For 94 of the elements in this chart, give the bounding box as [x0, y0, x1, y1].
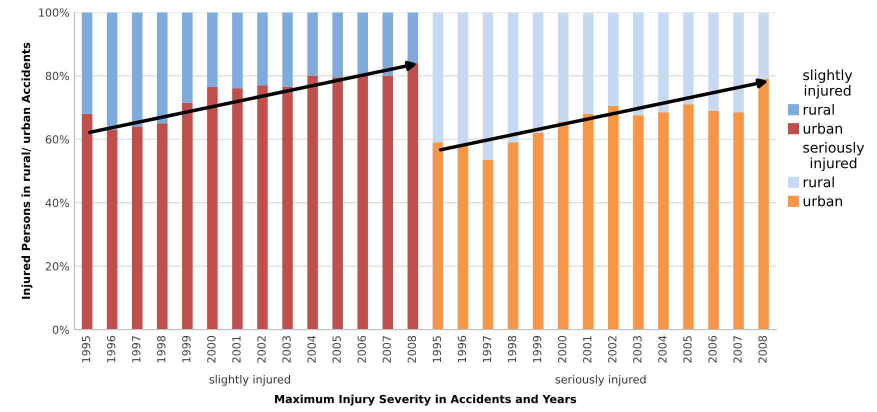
bar: [508, 12, 518, 142]
bar: [382, 76, 394, 330]
x-tick-label: 2006: [358, 336, 366, 363]
bar: [582, 114, 594, 330]
x-tick-label: 2008: [408, 336, 416, 363]
bar: [106, 12, 118, 130]
bar: [207, 86, 218, 330]
legend-label: urban: [804, 123, 842, 134]
x-tick-label: 2002: [257, 336, 266, 363]
bar: [582, 12, 594, 114]
x-tick-label: 2000: [207, 336, 216, 363]
x-tick-label: 2004: [658, 336, 667, 363]
bar: [683, 12, 694, 104]
bar: [658, 112, 669, 330]
bar: [482, 12, 494, 160]
bar: [82, 114, 92, 330]
x-tick-label: 1997: [132, 336, 140, 362]
bar: [558, 12, 568, 122]
bar: [608, 106, 619, 330]
x-tick-label: 2004: [307, 336, 316, 363]
bar: [307, 76, 318, 330]
x-tick-label: 2005: [683, 336, 692, 363]
x-tick-label: 1995: [82, 336, 90, 362]
bar: [232, 12, 243, 88]
y-tick-label: 40%: [46, 198, 70, 208]
bar: [733, 12, 744, 112]
x-tick-label: 2008: [758, 336, 767, 363]
bar: [382, 12, 394, 76]
bar: [182, 12, 193, 103]
bar: [156, 123, 168, 330]
bar: [508, 142, 518, 330]
bar: [432, 12, 444, 142]
bar: [432, 142, 444, 330]
text: slightly injured: [210, 374, 290, 386]
x-axis-title: Maximum Injury Severity in Accidents and Years: [275, 394, 576, 406]
x-tick-label: 1996: [106, 336, 116, 362]
x-tick-label: 2005: [332, 336, 341, 363]
legend-label: rural: [804, 104, 834, 115]
bar: [733, 112, 744, 330]
bar: [332, 12, 343, 78]
x-tick-label: 2002: [608, 336, 616, 363]
bar: [458, 12, 468, 144]
bar: [357, 74, 368, 330]
x-tick-label: 2000: [558, 336, 566, 363]
x-tick-label: 1999: [182, 336, 191, 362]
bar: [708, 12, 719, 111]
x-tick-label: 1999: [532, 336, 542, 362]
y-tick-label: 100%: [39, 8, 70, 17]
bar: [106, 130, 118, 330]
text: seriously injured: [556, 374, 646, 386]
bar: [482, 160, 494, 330]
x-tick-label: 1996: [458, 336, 466, 362]
bar: [132, 126, 142, 330]
x-tick-label: 2007: [382, 336, 391, 363]
bar: [458, 144, 468, 330]
bar: [282, 86, 293, 330]
bar: [658, 12, 669, 112]
bar: [182, 102, 193, 330]
bar: [257, 12, 268, 86]
bar: [282, 12, 293, 87]
y-tick-label: 0%: [52, 326, 70, 334]
bar: [332, 77, 343, 330]
bar: [608, 12, 619, 106]
bar: [307, 12, 318, 76]
y-tick-label: 60%: [46, 135, 70, 144]
x-tick-label: 1998: [157, 336, 166, 362]
x-tick-label: 2003: [282, 336, 291, 363]
bar: [532, 12, 544, 133]
x-tick-label: 2001: [232, 336, 241, 363]
y-axis-title: Injured Persons in rural/ urban Accidents: [22, 42, 32, 299]
x-tick-label: 1997: [482, 336, 492, 362]
x-tick-label: 2006: [708, 336, 717, 363]
bar: [132, 12, 142, 127]
x-tick-label: 1995: [432, 336, 442, 362]
bar: [532, 132, 544, 330]
bar: [207, 12, 218, 87]
bar: [257, 85, 268, 330]
bar: [156, 12, 168, 124]
bar: [357, 12, 368, 74]
y-tick-label: 20%: [46, 262, 70, 271]
bar: [633, 115, 644, 330]
bar: [232, 88, 243, 330]
bar: [558, 122, 568, 330]
bar: [82, 12, 92, 114]
x-tick-label: 2003: [633, 336, 642, 363]
legend-label: rural: [804, 176, 834, 188]
legend-label: urban: [804, 196, 842, 206]
x-tick-label: 1998: [508, 336, 516, 362]
bar: [708, 110, 719, 330]
x-tick-label: 2007: [733, 336, 742, 363]
bar: [633, 12, 644, 116]
bar: [683, 104, 694, 330]
y-tick-label: 80%: [46, 72, 70, 80]
x-tick-label: 2001: [583, 336, 592, 363]
